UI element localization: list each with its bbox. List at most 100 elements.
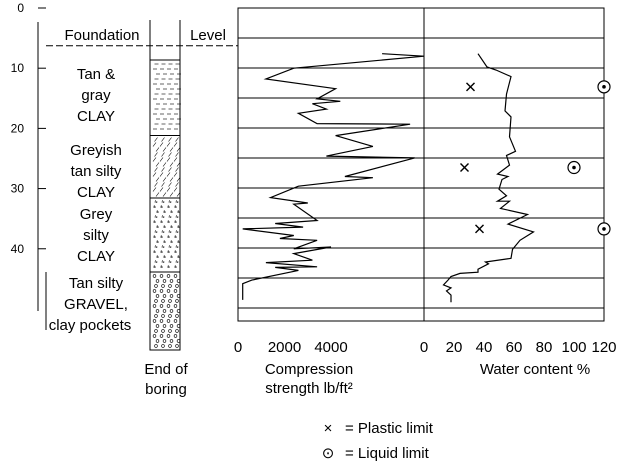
soil-hatch <box>176 214 178 219</box>
soil-hatch <box>162 259 164 264</box>
water-frame <box>423 7 605 322</box>
soil-hatch <box>173 172 178 177</box>
legend-liquid-label: = Liquid limit <box>345 445 430 462</box>
water-tick-label: 0 <box>420 339 428 356</box>
soil-hatch <box>167 219 170 224</box>
soil-hatch <box>155 162 160 167</box>
soil-hatch <box>160 264 163 269</box>
soil-hatch <box>159 289 164 293</box>
depth-tick-label: 10 <box>11 61 25 75</box>
layer-2-line-2: tan silty <box>71 163 122 180</box>
layer-4-line-3: clay pockets <box>49 317 132 334</box>
soil-hatch <box>177 224 180 229</box>
soil-hatch <box>175 137 179 142</box>
soil-hatch <box>152 172 157 177</box>
soil-hatch <box>161 299 165 303</box>
soil-hatch <box>160 219 163 224</box>
soil-hatch <box>153 249 156 254</box>
depth-tick-label: 20 <box>11 121 25 135</box>
soil-hatch <box>159 172 164 177</box>
layer-1-line-2: gray <box>81 87 111 104</box>
soil-hatch <box>163 224 166 229</box>
soil-hatch <box>154 167 158 172</box>
soil-hatch <box>162 294 167 298</box>
compression-label-line-2: strength lb/ft² <box>265 380 353 397</box>
soil-hatch <box>176 162 181 167</box>
soil-hatch <box>159 157 164 162</box>
soil-hatch <box>166 187 171 192</box>
depth-axis: 0 10 20 30 40 <box>11 1 46 311</box>
soil-hatch <box>177 239 180 244</box>
soil-hatch <box>153 219 156 224</box>
soil-hatch <box>175 329 179 333</box>
soil-hatch <box>169 162 174 167</box>
layer-1-description: Tan & gray CLAY <box>77 66 115 125</box>
soil-hatch <box>159 187 164 192</box>
soil-hatch <box>168 284 172 288</box>
soil-hatch <box>176 294 181 298</box>
end-of-boring-line-1: End of <box>144 361 188 378</box>
soil-hatch <box>152 157 157 162</box>
compression-axis-label: Compression strength lb/ft² <box>265 361 353 397</box>
log-header-foundation: Foundation <box>64 27 139 44</box>
water-content-line <box>442 53 535 303</box>
soil-hatch <box>162 339 167 343</box>
soil-hatch <box>162 199 164 204</box>
soil-hatch <box>167 264 170 269</box>
soil-hatch <box>166 319 171 323</box>
soil-hatch <box>173 334 178 338</box>
soil-hatch <box>173 187 178 192</box>
soil-hatch <box>168 344 172 348</box>
soil-hatch <box>154 344 158 348</box>
layer-2-line-3: CLAY <box>77 184 115 201</box>
plot-area <box>237 7 611 322</box>
soil-hatch <box>174 264 177 269</box>
soil-hatch <box>176 192 181 197</box>
soil-hatch <box>166 142 171 147</box>
layer-4-line-2: GRAVEL, <box>64 296 128 313</box>
soil-hatch <box>177 254 180 259</box>
soil-hatch <box>166 157 171 162</box>
soil-hatch <box>160 249 163 254</box>
soil-hatch <box>161 344 165 348</box>
soil-hatch <box>170 224 173 229</box>
soil-hatch <box>160 234 163 239</box>
soil-hatch <box>161 314 165 318</box>
layer-1-line-3: CLAY <box>77 108 115 125</box>
boring-column <box>149 59 181 351</box>
soil-hatch <box>169 309 174 313</box>
plastic-limit-marker <box>460 163 469 173</box>
soil-hatch <box>152 334 157 338</box>
water-tick-label: 100 <box>561 339 586 356</box>
soil-hatch <box>169 339 174 343</box>
liquid-limit-marker <box>597 222 611 236</box>
compression-tick-label: 0 <box>234 339 242 356</box>
soil-hatch <box>177 209 180 214</box>
end-of-boring-line-2: boring <box>145 381 187 398</box>
soil-hatch <box>159 304 164 308</box>
soil-hatch <box>155 192 160 197</box>
soil-hatch <box>175 314 179 318</box>
legend-plastic-symbol: × <box>324 420 333 437</box>
plastic-limit-marker <box>475 224 484 234</box>
soil-hatch <box>169 192 174 197</box>
layer-3-line-3: CLAY <box>77 248 115 265</box>
layer-1-line-1: Tan & <box>77 66 115 83</box>
soil-hatch <box>176 279 181 283</box>
soil-hatch <box>168 314 172 318</box>
soil-hatch <box>167 234 170 239</box>
soil-hatch <box>156 254 159 259</box>
soil-hatch <box>168 329 172 333</box>
soil-hatch <box>160 204 163 209</box>
soil-hatch <box>170 209 173 214</box>
water-tick-label: 20 <box>446 339 463 356</box>
soil-hatch <box>152 274 157 278</box>
soil-hatch <box>168 299 172 303</box>
soil-hatch <box>175 284 179 288</box>
soil-hatch <box>162 214 164 219</box>
soil-hatch <box>153 264 156 269</box>
water-tick-label: 120 <box>591 339 616 356</box>
soil-hatch <box>161 152 165 157</box>
soil-hatch <box>167 204 170 209</box>
soil-hatch <box>174 204 177 209</box>
